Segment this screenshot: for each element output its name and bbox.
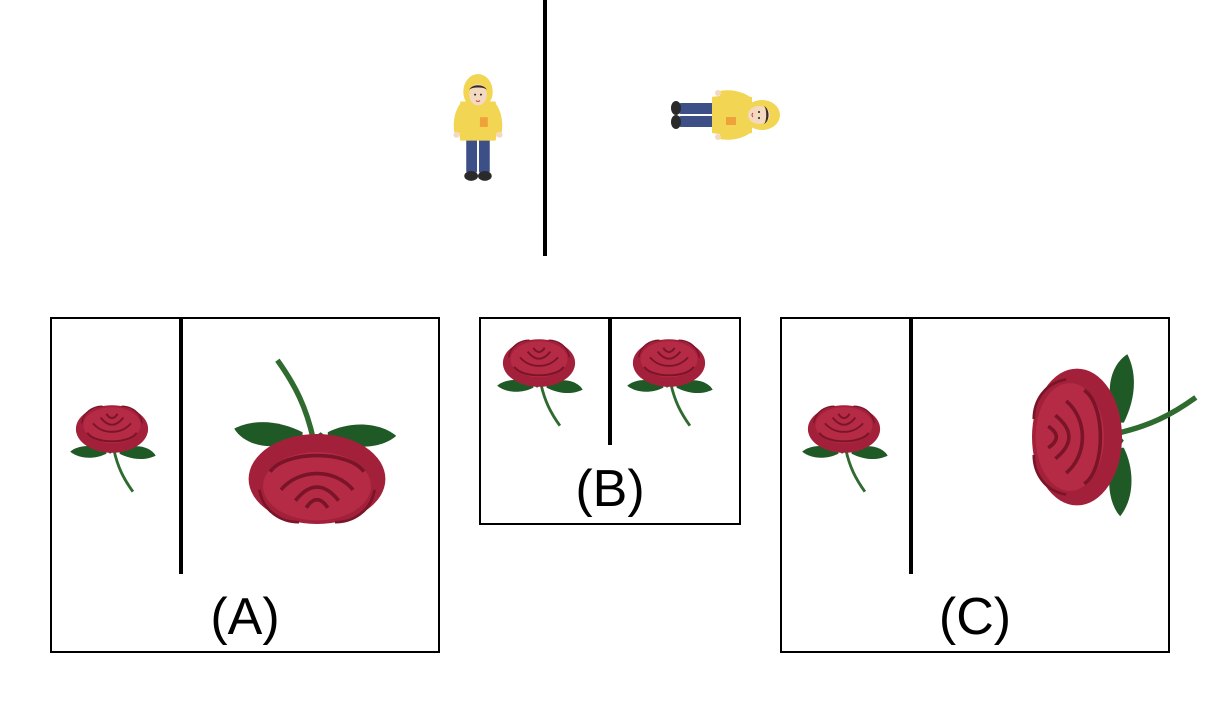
rose-large-rotated bbox=[932, 349, 1162, 549]
option-b-label: (B) bbox=[481, 459, 739, 519]
option-a-label: (A) bbox=[52, 587, 438, 647]
option-c-divider bbox=[909, 319, 913, 574]
rose-large-upside-down bbox=[202, 349, 432, 549]
option-a-divider bbox=[179, 319, 183, 574]
person-large-rotated bbox=[560, 75, 790, 185]
person-small-upright bbox=[440, 76, 520, 186]
rose-small-upright bbox=[802, 399, 902, 499]
rose-small-upright bbox=[501, 339, 601, 439]
option-c-label: (C) bbox=[782, 587, 1168, 647]
rose-small-upright bbox=[72, 399, 172, 499]
option-b-panel[interactable]: (B) bbox=[479, 317, 741, 525]
option-c-panel[interactable]: (C) bbox=[780, 317, 1170, 653]
rose-small-upright bbox=[631, 339, 731, 439]
option-b-divider bbox=[608, 319, 612, 445]
example-divider bbox=[543, 0, 547, 256]
option-a-panel[interactable]: (A) bbox=[50, 317, 440, 653]
